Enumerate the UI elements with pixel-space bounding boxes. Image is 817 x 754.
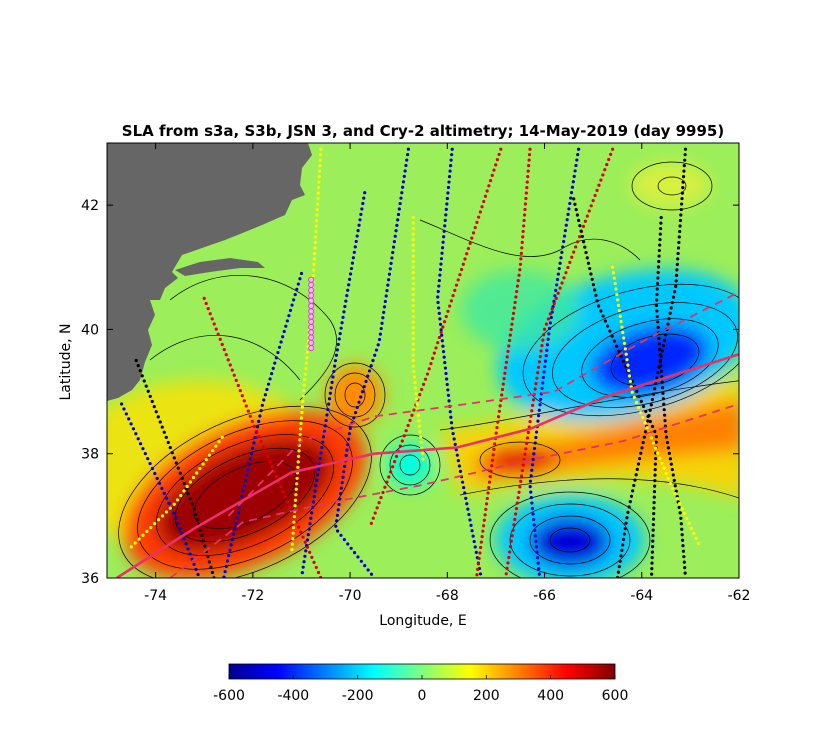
x-tick-label: -72	[241, 588, 264, 604]
x-tick-label: -68	[436, 588, 459, 604]
altimetry-track-4	[435, 147, 483, 578]
land	[107, 143, 312, 401]
x-tick-label: -62	[728, 588, 751, 604]
altimetry-track-15	[290, 147, 323, 555]
sla-yellow-patch	[630, 163, 710, 207]
y-tick-label: 36	[81, 571, 99, 587]
y-axis-label: Latitude, N	[58, 324, 74, 401]
sla-teal-patch	[460, 270, 580, 350]
altimetry-track-17	[610, 265, 702, 549]
altimetry-track-14	[129, 433, 226, 549]
colorbar-tick-label: -400	[277, 688, 309, 704]
altimetry-track-8	[474, 147, 532, 578]
sla-field	[107, 163, 739, 578]
altimetry-track-2	[299, 191, 367, 578]
x-tick-label: -66	[533, 588, 556, 604]
land-island	[175, 258, 265, 276]
plot-frame	[106, 142, 740, 579]
y-axis: 36 38 40 42	[81, 198, 739, 587]
colorbar-tick-label: -600	[213, 688, 245, 704]
section-station	[308, 308, 315, 315]
section-station	[308, 297, 315, 304]
y-tick-label: 40	[81, 322, 99, 338]
altimetry-track-13	[615, 147, 688, 578]
land-mainland	[107, 143, 312, 401]
section-station	[308, 345, 315, 352]
altimetry-track-5	[528, 147, 581, 578]
x-axis: -74 -72 -70 -68 -66 -64 -62	[144, 143, 750, 604]
gulf-stream-front	[116, 291, 739, 578]
y-tick-label: 38	[81, 447, 99, 463]
altimetry-track-10	[134, 358, 216, 578]
section-station	[308, 281, 315, 288]
section-station	[308, 329, 315, 336]
sla-cold-north-inner	[591, 325, 709, 395]
x-tick-label: -70	[339, 588, 362, 604]
front-dashed-north	[227, 291, 739, 517]
altimetry-track-7	[367, 147, 503, 530]
altimetry-track-9	[504, 147, 615, 578]
colorbar-tick-label: -200	[342, 688, 374, 704]
x-tick-label: -74	[144, 588, 167, 604]
section-station	[308, 324, 315, 331]
chart-title: SLA from s3a, S3b, JSN 3, and Cry-2 alti…	[122, 122, 724, 140]
front-dashed-south	[169, 403, 739, 578]
sla-eddy-red	[485, 445, 555, 475]
section-station	[308, 276, 315, 283]
colorbar-tick-label: 0	[418, 688, 427, 704]
altimetry-track-1	[222, 271, 304, 578]
colorbar-ticks: -600 -400 -200 0 200 400 600	[213, 675, 628, 704]
section-station	[308, 292, 315, 299]
section-station	[308, 334, 315, 341]
section-station	[308, 287, 315, 294]
x-axis-label: Longitude, E	[379, 613, 466, 629]
section-station	[308, 303, 315, 310]
sla-eddy-orange	[327, 365, 383, 425]
altimetry-track-6	[202, 296, 323, 578]
altimetry-track-16	[411, 216, 425, 462]
section-station	[308, 318, 315, 325]
colorbar-tick-label: 200	[473, 688, 500, 704]
colorbar-tick-label: 400	[537, 688, 564, 704]
altimetry-track-11	[572, 197, 659, 578]
front-line	[116, 353, 739, 578]
altimetry-tracks	[119, 147, 702, 578]
altimetry-track-3	[333, 147, 410, 578]
sla-cold-south-inner	[530, 517, 610, 567]
plot-area	[107, 143, 739, 578]
magenta-section	[308, 276, 315, 352]
section-station	[308, 339, 315, 346]
colorbar-tick-label: 600	[602, 688, 629, 704]
y-tick-label: 42	[81, 198, 99, 214]
x-tick-label: -64	[630, 588, 653, 604]
section-station	[308, 313, 315, 320]
